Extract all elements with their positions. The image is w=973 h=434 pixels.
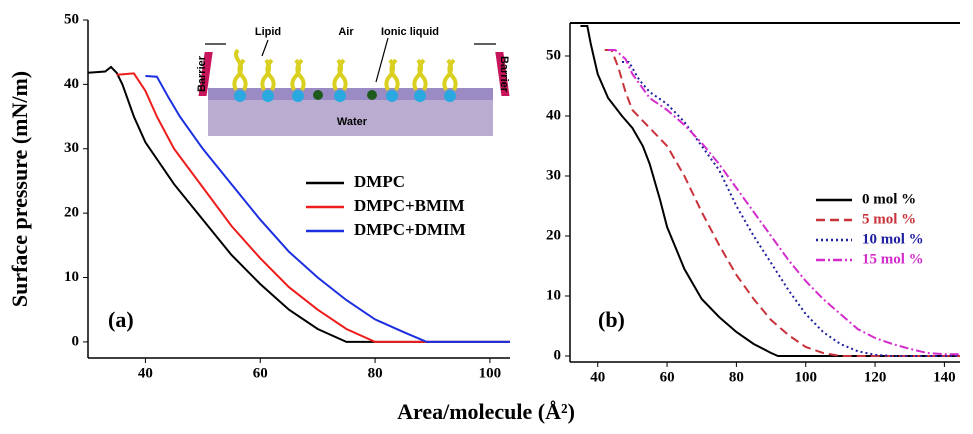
data-line: [145, 75, 510, 343]
inset-label: Lipid: [255, 26, 281, 38]
water-layer: [208, 96, 493, 136]
x-tick-label: 60: [660, 369, 675, 385]
plot-area: [88, 65, 510, 343]
legend-label: DMPC+BMIM: [354, 196, 465, 215]
x-tick-label: 140: [933, 369, 956, 385]
inset-label: Ionic liquid: [381, 26, 439, 38]
x-axis-label: Area/molecule (Å²): [397, 399, 575, 424]
inset-label: Barrier: [498, 56, 510, 93]
y-tick-label: 40: [546, 107, 561, 123]
inset-label: Barrier: [196, 55, 208, 92]
inset-arrows: [205, 37, 496, 83]
legend-label: 10 mol %: [862, 231, 924, 247]
barrier: [495, 52, 510, 96]
y-axis-label: Surface pressure (mN/m): [7, 71, 32, 307]
legend-label: 5 mol %: [862, 211, 916, 227]
data-line: [88, 65, 510, 343]
plot-area: [580, 25, 960, 357]
y-tick-label: 10: [64, 269, 79, 285]
panel-label: (b): [598, 307, 625, 332]
y-tick-label: 0: [554, 347, 562, 363]
inset-label: Air: [338, 26, 354, 38]
data-line: [604, 49, 960, 357]
inset-label: Water: [337, 116, 368, 128]
x-tick-label: 80: [368, 365, 383, 381]
y-tick-label: 50: [64, 11, 79, 27]
x-tick-label: 100: [479, 365, 502, 381]
data-line: [580, 25, 960, 357]
barrier: [198, 52, 213, 96]
lipid-tails: [232, 48, 458, 91]
x-tick-label: 40: [138, 365, 153, 381]
legend-label: 0 mol %: [862, 191, 916, 207]
x-tick-label: 60: [253, 365, 268, 381]
ionic-liquid: [313, 90, 377, 100]
x-tick-label: 40: [590, 369, 605, 385]
x-tick-label: 100: [794, 369, 817, 385]
y-tick-label: 10: [546, 287, 561, 303]
legend-label: DMPC+DMIM: [354, 220, 466, 239]
y-tick-label: 20: [546, 227, 561, 243]
y-tick-label: 30: [546, 167, 561, 183]
y-tick-label: 0: [72, 333, 80, 349]
panel-label: (a): [108, 307, 134, 332]
legend-label: DMPC: [354, 172, 405, 191]
lipid-heads: [234, 90, 456, 102]
y-tick-label: 50: [546, 47, 561, 63]
x-tick-label: 80: [729, 369, 744, 385]
legend-label: 15 mol %: [862, 251, 924, 267]
data-line: [116, 72, 510, 343]
inset: Lipid Air Ionic liquid Barrier Barrier W…: [196, 26, 510, 136]
data-line: [622, 61, 960, 357]
y-tick-label: 20: [64, 205, 79, 221]
data-line: [608, 49, 960, 356]
y-tick-label: 30: [64, 140, 79, 156]
x-tick-label: 120: [864, 369, 887, 385]
y-tick-label: 40: [64, 76, 79, 92]
